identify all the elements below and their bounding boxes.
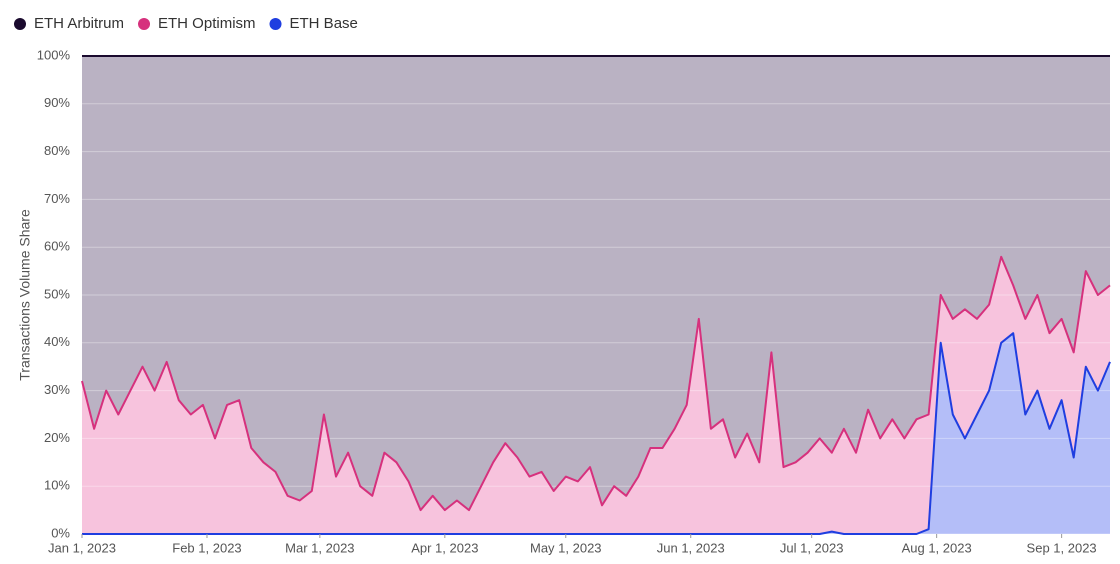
x-tick-label: May 1, 2023 bbox=[530, 540, 602, 555]
area bbox=[82, 256, 1110, 534]
y-tick-label: 10% bbox=[44, 478, 70, 493]
legend-label[interactable]: ETH Base bbox=[290, 15, 358, 32]
series-line bbox=[82, 332, 1111, 535]
area bbox=[82, 56, 1110, 511]
y-tick-label: 60% bbox=[44, 239, 70, 254]
x-tick-label: Apr 1, 2023 bbox=[411, 540, 478, 555]
legend-label[interactable]: ETH Arbitrum bbox=[34, 15, 124, 32]
y-tick-label: 100% bbox=[37, 47, 71, 62]
legend-label[interactable]: ETH Optimism bbox=[158, 15, 256, 32]
y-tick-label: 30% bbox=[44, 382, 70, 397]
legend-swatch[interactable] bbox=[14, 18, 26, 30]
x-tick-label: Mar 1, 2023 bbox=[285, 540, 354, 555]
x-tick-label: Sep 1, 2023 bbox=[1027, 540, 1097, 555]
x-tick-label: Feb 1, 2023 bbox=[172, 540, 241, 555]
x-tick-label: Aug 1, 2023 bbox=[902, 540, 972, 555]
y-axis-label: Transactions Volume Share bbox=[17, 209, 33, 381]
y-tick-label: 0% bbox=[51, 525, 70, 540]
y-tick-label: 70% bbox=[44, 191, 70, 206]
y-tick-label: 50% bbox=[44, 286, 70, 301]
y-tick-label: 40% bbox=[44, 334, 70, 349]
legend-swatch[interactable] bbox=[269, 18, 282, 30]
area bbox=[82, 333, 1110, 534]
series-line bbox=[81, 255, 1111, 512]
legend-swatch[interactable] bbox=[138, 18, 151, 30]
y-tick-label: 20% bbox=[44, 430, 70, 445]
y-tick-label: 80% bbox=[44, 143, 70, 158]
x-tick-label: Jun 1, 2023 bbox=[657, 540, 725, 555]
x-tick-label: Jan 1, 2023 bbox=[48, 540, 116, 555]
x-tick-label: Jul 1, 2023 bbox=[780, 540, 844, 555]
y-tick-label: 90% bbox=[44, 95, 70, 110]
